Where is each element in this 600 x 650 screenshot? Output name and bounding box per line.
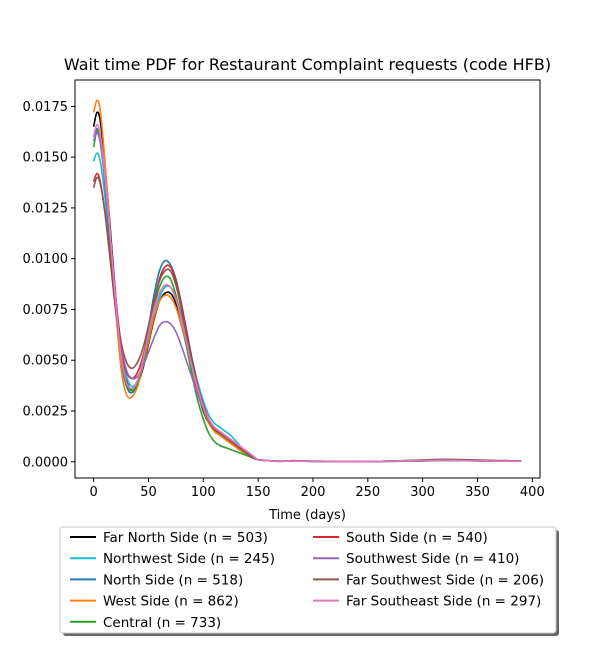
x-tick-label: 300: [410, 485, 435, 500]
y-axis: 0.0000 0.0025 0.0050 0.0075 0.0100 0.0125 0.01…: [23, 100, 75, 470]
y-tick-label: 0.0050: [23, 354, 69, 369]
legend-label: South Side (n = 540): [346, 530, 488, 546]
plot-frame: [74, 79, 541, 479]
legend-label: Central (n = 733): [103, 615, 221, 631]
legend-label: Far North Side (n = 503): [103, 530, 268, 546]
y-tick-label: 0.0000: [23, 455, 69, 470]
y-tick-label: 0.0125: [23, 201, 69, 216]
x-tick-label: 250: [355, 485, 380, 500]
x-tick-label: 0: [90, 485, 98, 500]
legend-label: Southwest Side (n = 410): [346, 551, 519, 567]
legend-box: [59, 526, 557, 634]
x-tick-label: 150: [246, 485, 271, 500]
y-tick-label: 0.0150: [23, 151, 69, 166]
x-tick-label: 200: [301, 485, 326, 500]
legend-label: Far Southwest Side (n = 206): [346, 572, 544, 588]
legend-label: West Side (n = 862): [103, 594, 239, 610]
x-tick-label: 100: [191, 485, 216, 500]
y-tick-label: 0.0075: [23, 303, 69, 318]
legend-label: Far Southeast Side (n = 297): [346, 594, 541, 610]
x-axis-label: Time (days): [268, 508, 346, 523]
plot-lines: [92, 99, 522, 463]
x-axis: 0 50 100 150 200 250 300 350 400: [90, 478, 545, 500]
x-tick-label: 400: [520, 485, 545, 500]
series-line-8: [92, 123, 522, 463]
y-tick-label: 0.0025: [23, 404, 69, 419]
legend-items: Far North Side (n = 503) Northwest Side (…: [70, 530, 544, 631]
legend-label: North Side (n = 518): [103, 572, 243, 588]
x-tick-label: 50: [140, 485, 157, 500]
legend-label: Northwest Side (n = 245): [103, 551, 275, 567]
y-tick-label: 0.0100: [23, 252, 69, 267]
chart-title: Wait time PDF for Restaurant Complaint r…: [64, 55, 551, 74]
legend: Far North Side (n = 503) Northwest Side (…: [59, 526, 559, 636]
x-tick-label: 350: [465, 485, 490, 500]
y-tick-label: 0.0175: [23, 100, 69, 115]
